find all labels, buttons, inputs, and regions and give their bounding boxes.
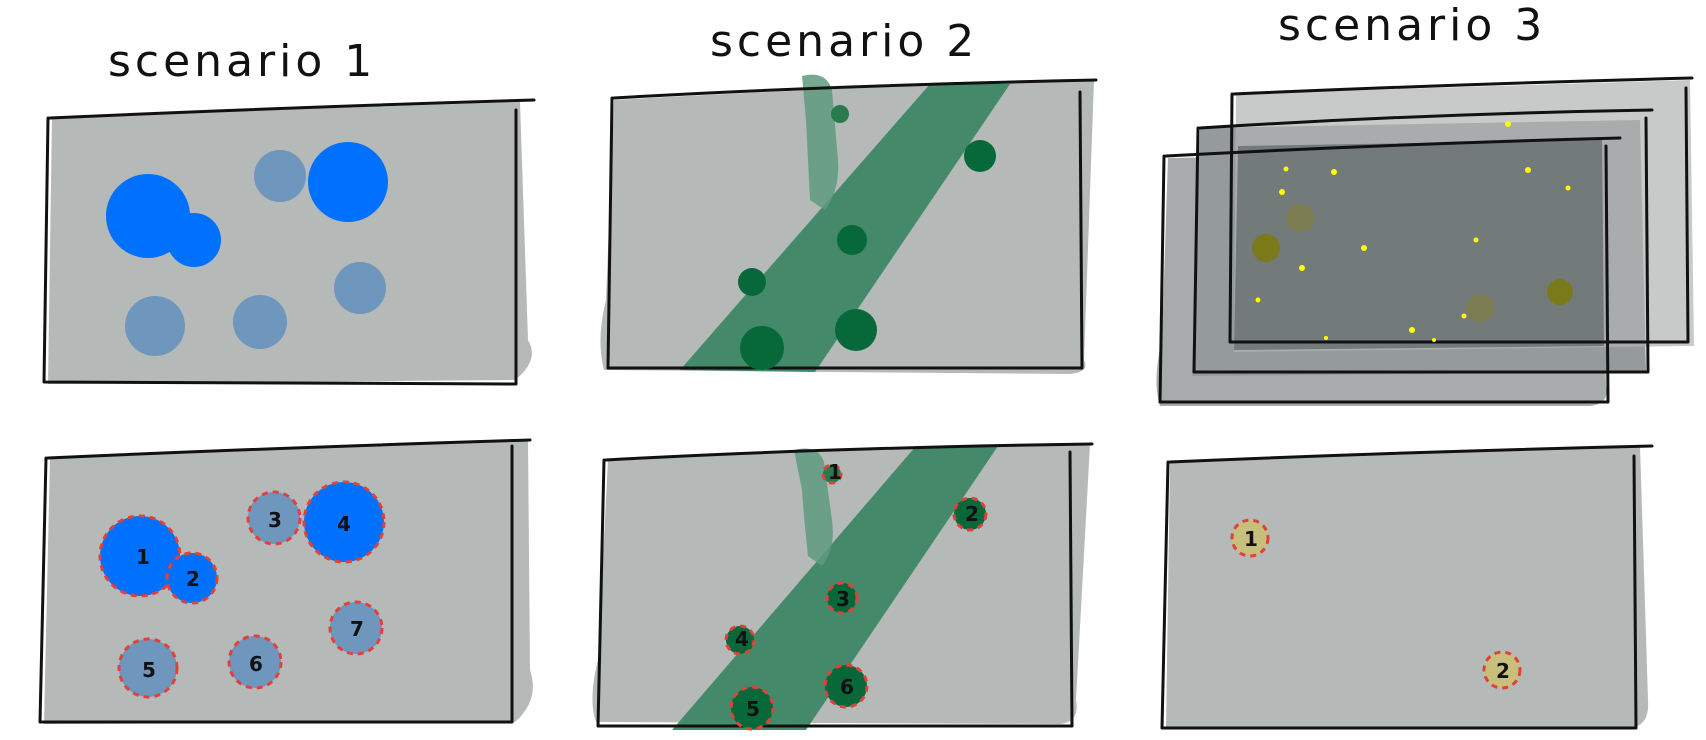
object-label: 4 (735, 627, 749, 651)
object-label: 3 (268, 508, 282, 532)
scenario-1-title: scenario 1 (108, 36, 376, 87)
object-label: 7 (350, 617, 364, 641)
scenario-1-segmented-panel: 1 2 3 4 5 6 7 (38, 438, 533, 724)
object-label: 1 (828, 460, 842, 484)
stack-front-frame (1234, 140, 1604, 350)
faint-blob (334, 262, 386, 314)
faint-target (1547, 279, 1573, 305)
object-label: 2 (1496, 659, 1510, 683)
bright-blob (167, 213, 221, 267)
object-label: 5 (746, 697, 760, 721)
object-label: 1 (1244, 527, 1258, 551)
scenario-3-segmented-panel: 1 2 (1160, 444, 1654, 730)
object-label: 1 (136, 545, 150, 569)
bright-blob (308, 142, 388, 222)
object-label: 5 (142, 658, 156, 682)
scenario-2-segmented-panel: 1 2 3 4 5 6 (592, 442, 1094, 731)
green-branch (802, 74, 839, 210)
scenario-2-raw-panel (600, 74, 1098, 374)
noise-speckles (1255, 121, 1571, 342)
faint-blob (254, 150, 306, 202)
object-label: 4 (337, 512, 351, 536)
scenario-1-raw-panel (42, 98, 536, 386)
faint-target (1466, 294, 1494, 322)
object-label: 6 (840, 675, 854, 699)
faint-blob (125, 296, 185, 356)
object-label: 3 (836, 587, 850, 611)
object-label: 2 (186, 567, 200, 591)
object-label: 2 (965, 502, 979, 526)
object-label: 6 (249, 652, 263, 676)
scenario-2-title: scenario 2 (710, 16, 978, 67)
scenario-3-title: scenario 3 (1278, 0, 1546, 51)
faint-blob (233, 295, 287, 349)
faint-target (1286, 204, 1314, 232)
scenario-3-stack-panel (1156, 76, 1694, 406)
faint-target (1252, 234, 1280, 262)
